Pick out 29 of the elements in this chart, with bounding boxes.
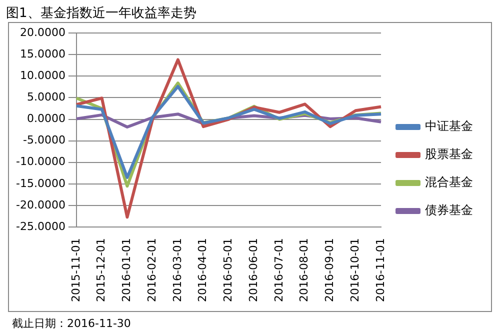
y-tick-label: -10.0000	[16, 155, 66, 168]
x-tick-label: 2016-02-01	[145, 238, 158, 302]
y-tick-label: 10.0000	[20, 68, 66, 82]
y-tick-label: 15.0000	[20, 47, 66, 60]
x-tick-label: 2016-05-01	[222, 238, 235, 302]
text: 截止日期：2016-11-30	[12, 316, 131, 331]
y-tick-label: 0.0000	[26, 112, 66, 126]
x-tick-label: 2016-07-01	[272, 238, 286, 302]
legend-label: 股票基金	[425, 147, 473, 162]
chart-title: 图1、基金指数近一年收益率走势	[6, 5, 196, 22]
legend-label: 中证基金	[425, 119, 473, 134]
x-tick-label: 2016-10-01	[348, 238, 362, 302]
x-tick-label: 2016-04-01	[196, 238, 210, 302]
x-tick-label: 2016-06-01	[246, 238, 260, 302]
x-tick-label: 2016-01-01	[120, 238, 134, 302]
y-tick-label: -5.0000	[22, 134, 66, 147]
legend-label: 混合基金	[425, 175, 473, 190]
y-tick-label: -25.0000	[16, 220, 66, 233]
y-tick-label: 5.0000	[26, 90, 66, 104]
y-tick-label: 20.0000	[20, 26, 66, 39]
x-tick-label: 2016-09-01	[323, 238, 336, 302]
x-tick-label: 2015-11-01	[69, 238, 82, 302]
x-tick-label: 2016-08-01	[298, 238, 311, 302]
y-tick-label: -15.0000	[16, 176, 66, 190]
legend-label: 债券基金	[425, 203, 473, 218]
x-tick-label: 2016-11-01	[374, 238, 387, 302]
x-tick-label: 2016-03-01	[170, 238, 184, 302]
x-tick-label: 2015-12-01	[94, 238, 108, 302]
y-tick-label: -20.0000	[16, 198, 66, 212]
